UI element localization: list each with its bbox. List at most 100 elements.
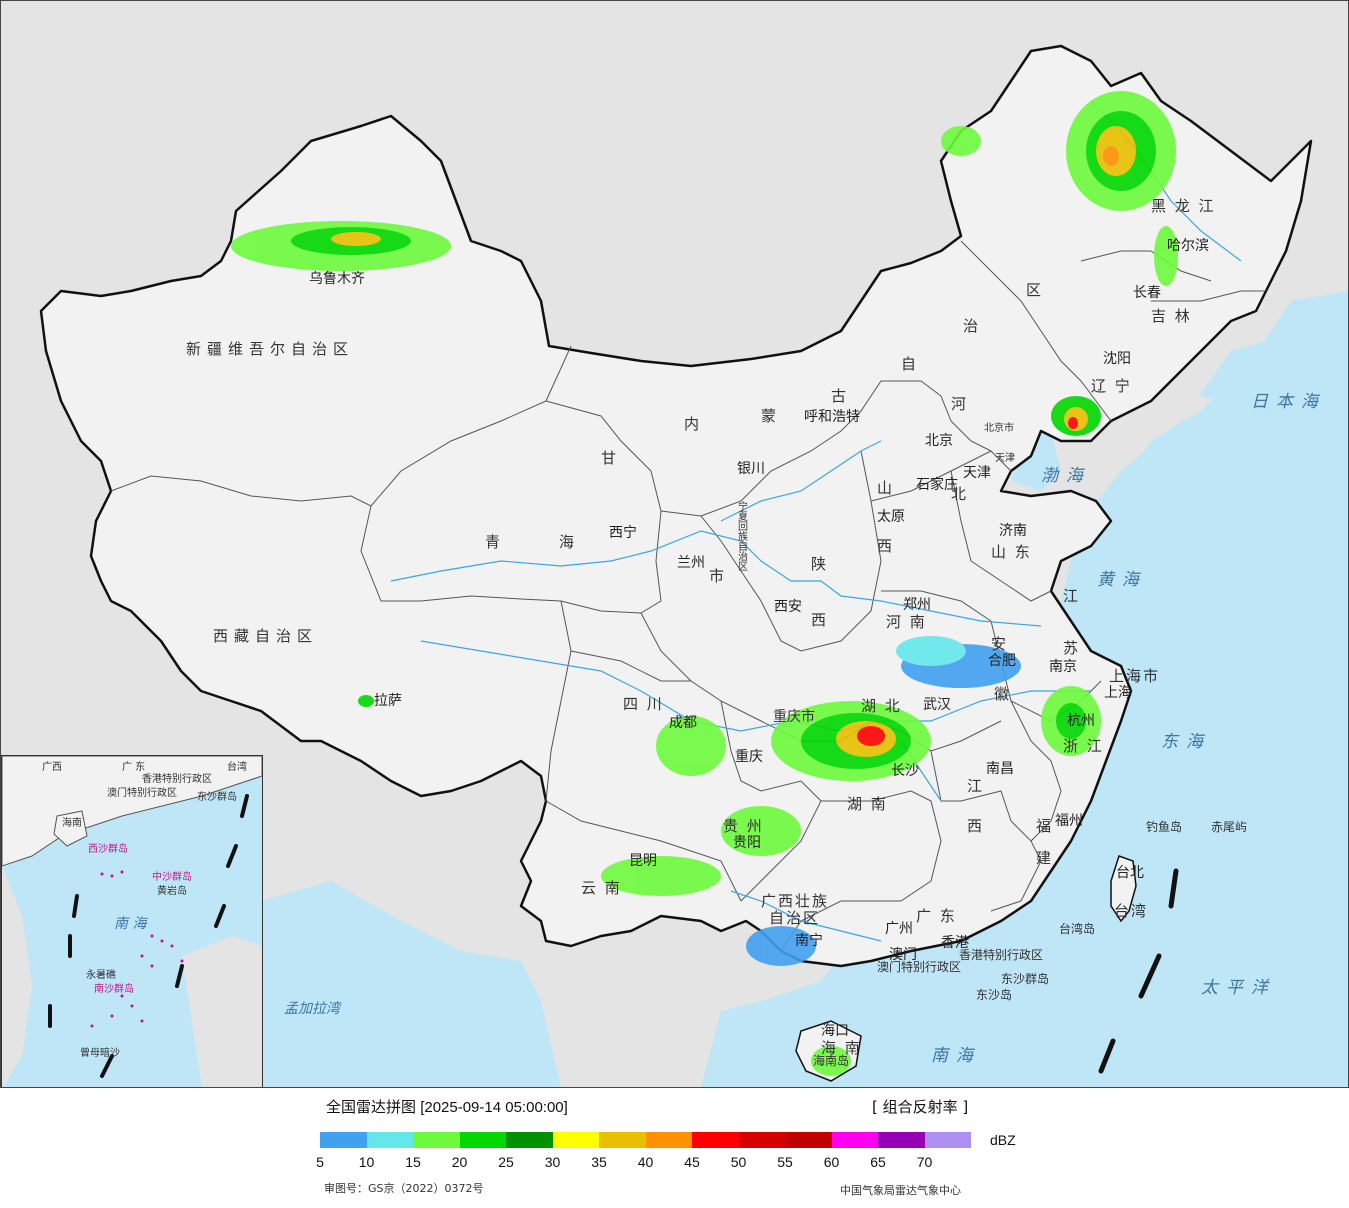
city-chengdu: 成都 — [669, 715, 697, 731]
city-fuzhou: 福州 — [1055, 813, 1083, 829]
data-credit: 中国气象局雷达气象中心 — [840, 1184, 961, 1197]
region-henan: 河 南 — [886, 613, 927, 631]
region-neimenggu-qu: 区 — [1026, 281, 1043, 299]
legend-product-title: 全国雷达拼图 — [326, 1099, 417, 1116]
sea-bengal: 孟加拉湾 — [284, 1001, 342, 1017]
region-xizang: 西藏自治区 — [213, 627, 318, 645]
city-hangzhou: 杭州 — [1067, 713, 1095, 729]
sea-pacific: 太平洋 — [1201, 978, 1276, 998]
city-kunming: 昆明 — [629, 853, 657, 869]
sea-south: 南海 — [931, 1046, 981, 1066]
region-yunnan: 云 南 — [581, 879, 622, 897]
map-labels: 新疆维吾尔自治区 西藏自治区 青 海 甘 市 内 蒙 古 自 治 区 黑 龙 江… — [186, 197, 1326, 1068]
color-swatch — [366, 1132, 413, 1148]
region-taiwan: 台湾 — [1114, 902, 1148, 920]
inset-hainan: 海南 — [62, 816, 82, 829]
island-dongsha-dao: 东沙岛 — [976, 987, 1012, 1002]
map-canvas — [1, 1, 1348, 1087]
color-swatch — [738, 1132, 785, 1148]
region-hebei-bei: 北 — [951, 485, 968, 503]
region-xinjiang: 新疆维吾尔自治区 — [186, 340, 354, 358]
region-liaoning: 辽 宁 — [1091, 377, 1132, 395]
region-guangxi-2: 自治区 — [769, 909, 820, 927]
color-scale-tick: 50 — [730, 1154, 747, 1170]
inset-macau: 澳门特别行政区 — [107, 786, 177, 799]
inset-hk: 香港特别行政区 — [142, 772, 212, 785]
region-tianjin: 天津 — [995, 452, 1015, 464]
region-qinghai-b: 海 — [559, 533, 576, 551]
legend-product: [ 组合反射率 ] — [872, 1098, 969, 1116]
region-neimenggu-meng: 蒙 — [761, 407, 778, 425]
color-scale-tick: 40 — [637, 1154, 654, 1170]
city-hongkong: 香港 — [941, 935, 969, 951]
inset-nansha: 南沙群岛 — [94, 982, 134, 995]
region-ningxia: 宁夏回族自治区 — [736, 500, 748, 571]
color-scale-tick: 25 — [498, 1154, 514, 1170]
city-xian: 西安 — [774, 599, 802, 615]
inset-yongshu: 永暑礁 — [86, 968, 116, 981]
city-zhengzhou: 郑州 — [903, 597, 931, 613]
region-neimenggu-zi: 自 — [901, 355, 918, 373]
region-shaanxi-xi: 西 — [811, 611, 828, 629]
sea-yellow: 黄海 — [1097, 570, 1147, 590]
island-taiwan: 台湾岛 — [1059, 921, 1095, 936]
city-macao: 澳门 — [889, 947, 917, 963]
region-guangxi-1: 广西壮族 — [761, 892, 829, 910]
legend-title: 全国雷达拼图 [2025-09-14 05:00:00] — [326, 1096, 568, 1117]
city-shanghai: 上海 — [1104, 685, 1132, 701]
inset-guangdong: 广 东 — [122, 760, 145, 773]
nine-dash-line — [1098, 868, 1179, 1074]
region-fujian-jian: 建 — [1036, 849, 1053, 867]
sea-japan: 日本海 — [1251, 392, 1326, 412]
city-nanjing: 南京 — [1049, 659, 1077, 675]
legend-timestamp: [2025-09-14 05:00:00] — [420, 1099, 568, 1116]
inset-zengmu: 曾母暗沙 — [80, 1046, 120, 1059]
city-taiyuan: 太原 — [877, 509, 905, 525]
color-scale-tick: 10 — [358, 1154, 375, 1170]
color-swatch — [785, 1132, 832, 1148]
city-changsha: 长沙 — [891, 763, 919, 779]
province-borders — [110, 240, 1266, 952]
city-beijing: 北京 — [925, 433, 953, 449]
city-urumqi: 乌鲁木齐 — [309, 271, 365, 287]
color-swatch — [320, 1132, 367, 1148]
island-diaoyu: 钓鱼岛 — [1146, 819, 1182, 834]
city-tianjin: 天津 — [963, 465, 991, 481]
region-jilin: 吉 林 — [1151, 307, 1192, 325]
island-hainan: 海南岛 — [813, 1053, 849, 1068]
region-hebei-he: 河 — [951, 395, 968, 413]
region-sichuan: 四 川 — [623, 695, 664, 713]
color-scale-tick: 30 — [544, 1154, 561, 1170]
region-shanxi-shan: 山 — [877, 479, 894, 497]
inset-huangyan: 黄岩岛 — [157, 884, 187, 897]
inset-zhongsha: 中沙群岛 — [152, 870, 192, 883]
region-hubei: 湖 北 — [861, 697, 902, 715]
region-anhui-hui: 徽 — [994, 685, 1011, 703]
region-guangdong: 广 东 — [916, 907, 957, 925]
region-shanxi-xi: 西 — [877, 537, 894, 555]
color-scale-tick: 70 — [916, 1154, 933, 1170]
region-gansu-shi: 市 — [709, 567, 726, 585]
radar-echoes — [231, 91, 1178, 1076]
color-swatch — [878, 1132, 925, 1148]
color-swatch — [459, 1132, 506, 1148]
city-xining: 西宁 — [609, 524, 637, 541]
color-swatch — [692, 1132, 739, 1148]
region-anhui-an: 安 — [991, 635, 1008, 653]
color-swatch — [599, 1132, 646, 1148]
region-beijing-city: 北京市 — [984, 421, 1014, 434]
city-lanzhou: 兰州 — [677, 555, 705, 571]
radar-map[interactable]: 新疆维吾尔自治区 西藏自治区 青 海 甘 市 内 蒙 古 自 治 区 黑 龙 江… — [0, 0, 1349, 1088]
color-swatch — [924, 1132, 971, 1148]
inset-nanhai: 南 海 — [114, 916, 148, 932]
region-hk: 香港特别行政区 — [959, 947, 1043, 962]
taiwan-island — [1110, 855, 1137, 923]
city-hefei: 合肥 — [988, 653, 1016, 669]
sea-east: 东海 — [1161, 732, 1211, 752]
city-nanning: 南宁 — [795, 932, 823, 949]
color-scale-tick: 60 — [823, 1154, 840, 1170]
rivers — [390, 100, 1242, 942]
region-shaanxi-shan: 陕 — [811, 555, 828, 573]
region-shanghai: 上海市 — [1109, 667, 1160, 685]
city-hohhot: 呼和浩特 — [804, 409, 860, 425]
